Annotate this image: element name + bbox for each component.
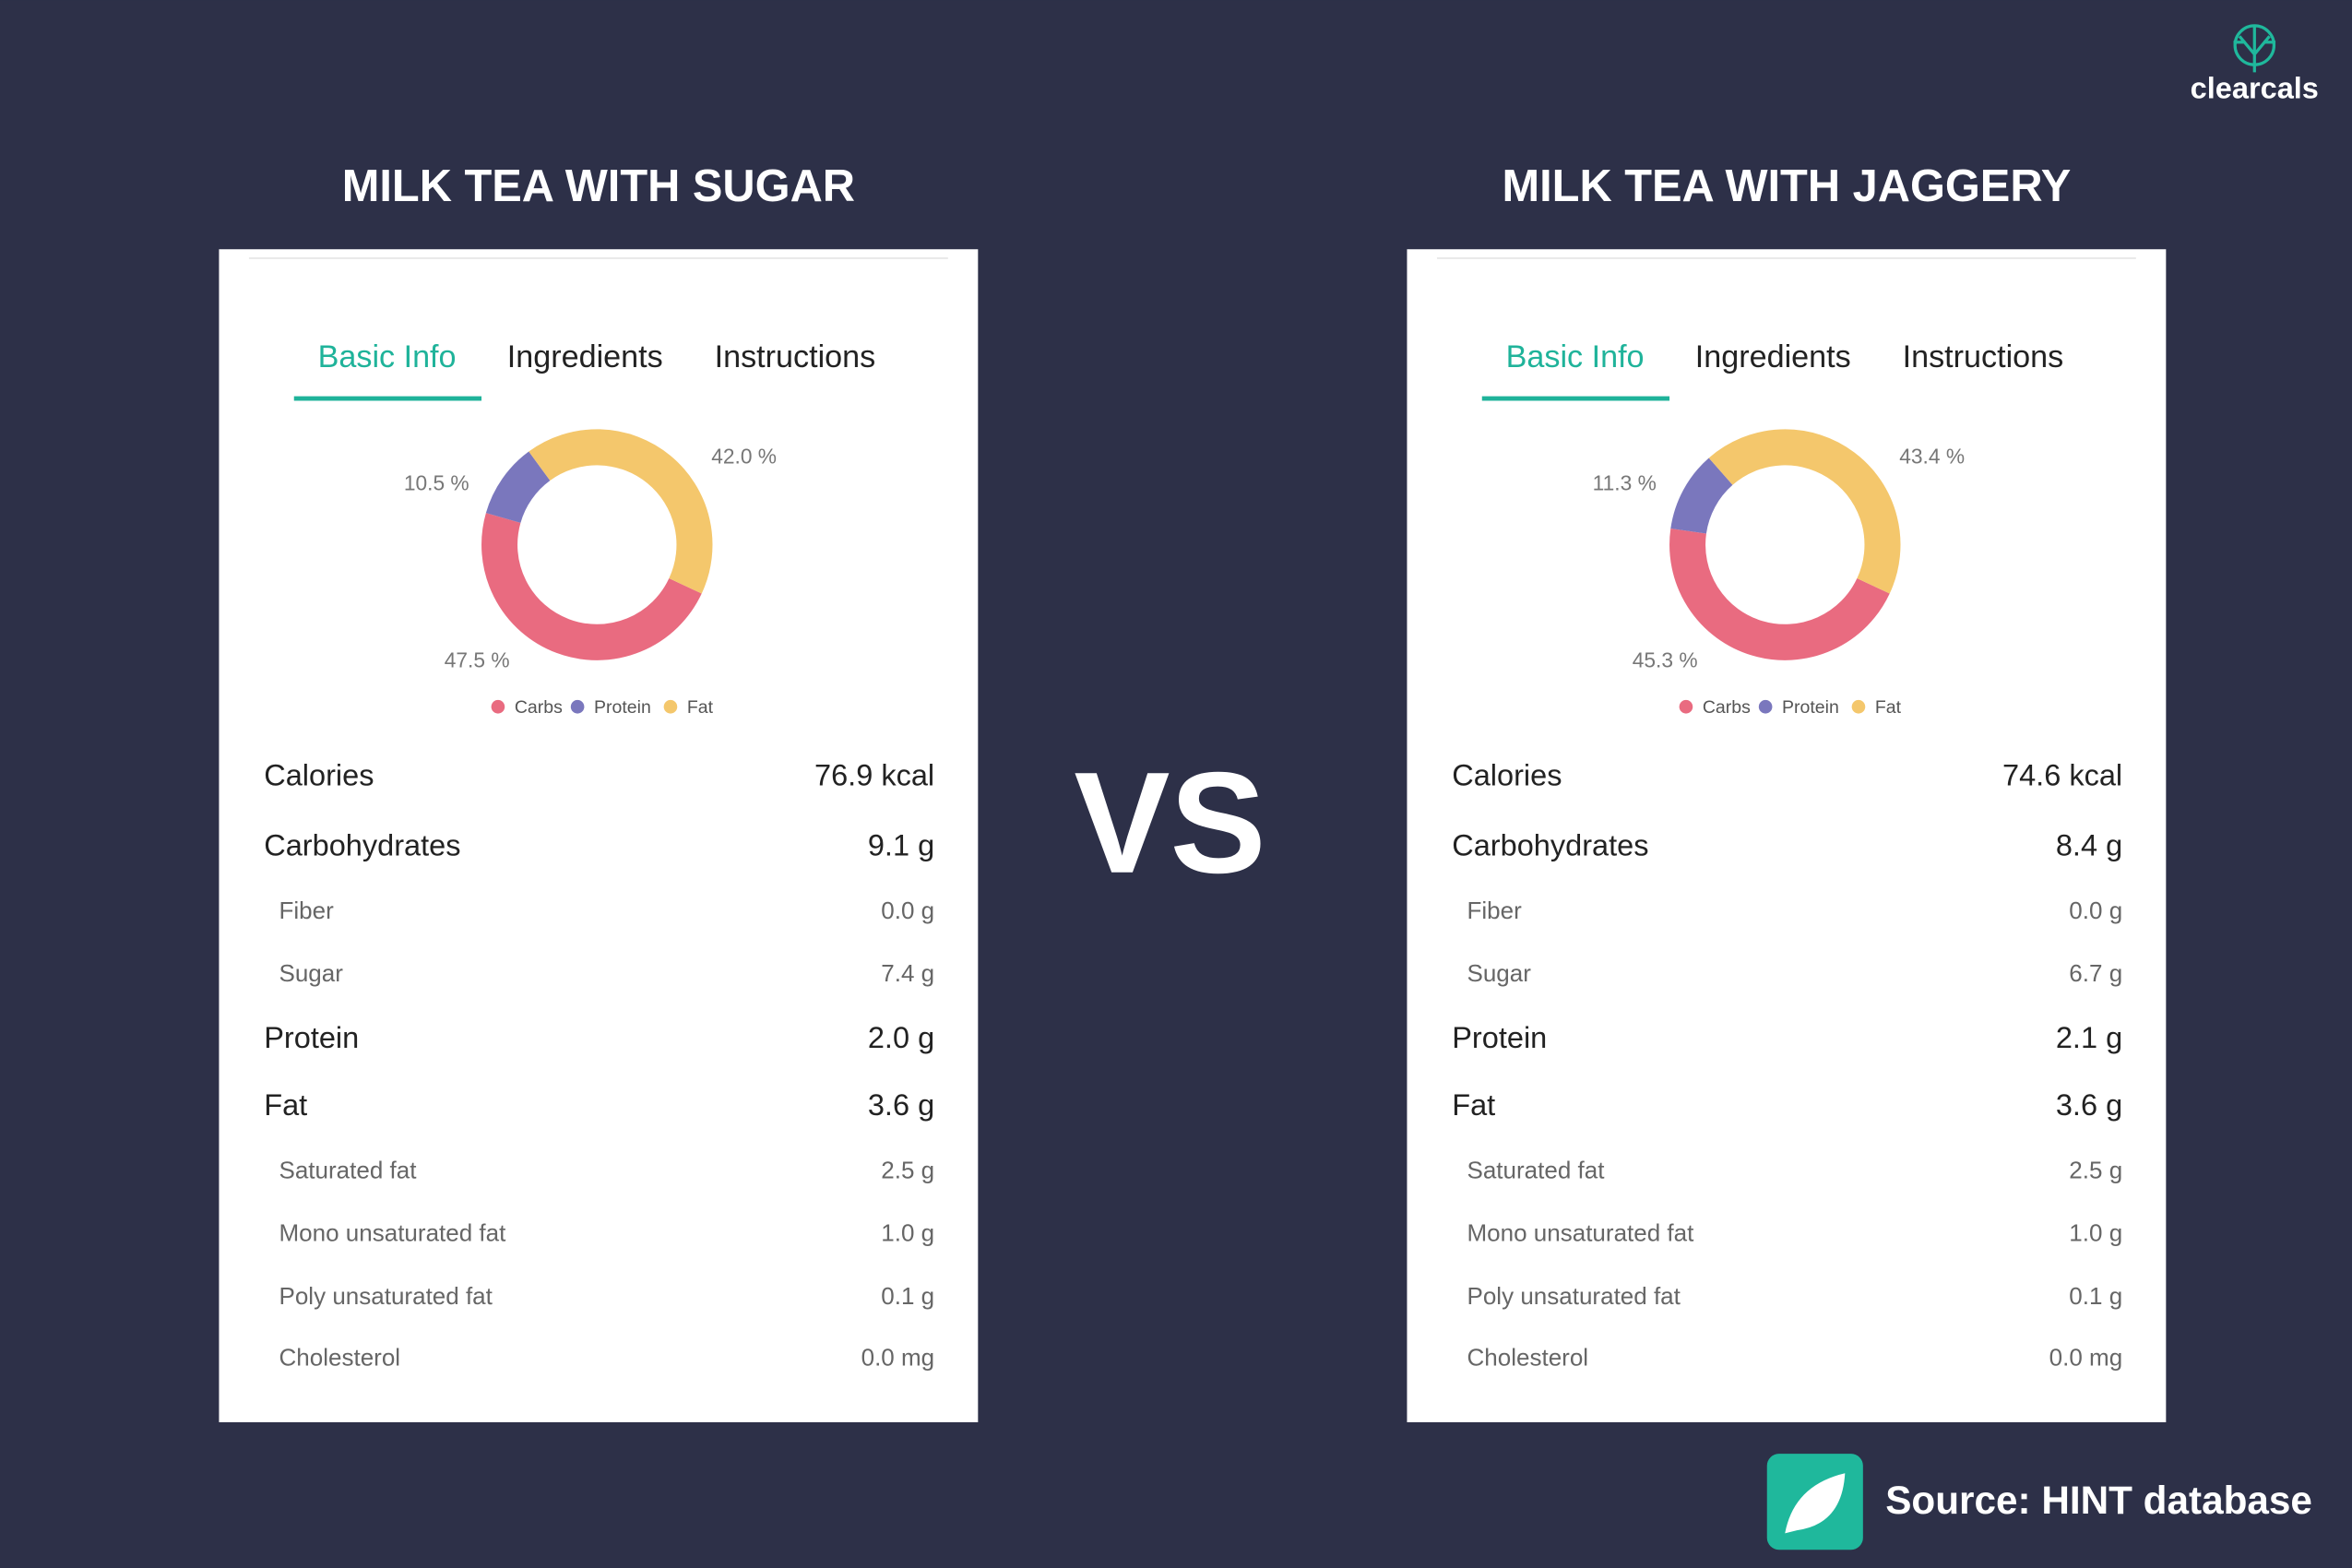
row-value: 2.0 g [868, 1021, 934, 1054]
tab[interactable]: Ingredients [1695, 339, 1851, 374]
legend-label: Carbs [1703, 697, 1751, 718]
sub-row-value: 1.0 g [2069, 1219, 2122, 1247]
sub-row-value: 0.0 mg [2049, 1344, 2123, 1372]
legend-swatch [570, 699, 585, 714]
segment-label: 47.5 % [445, 647, 510, 671]
row-value: 3.6 g [868, 1088, 934, 1122]
row-label: Fat [1452, 1088, 1495, 1122]
donut-segment [1669, 529, 1890, 660]
panel-title: MILK TEA WITH SUGAR [342, 161, 855, 211]
tab[interactable]: Basic Info [318, 339, 457, 374]
segment-label: 42.0 % [711, 444, 777, 468]
sub-row-value: 6.7 g [2069, 959, 2122, 987]
sub-row-label: Cholesterol [279, 1344, 400, 1372]
sub-row-value: 0.0 g [2069, 897, 2122, 924]
tab[interactable]: Instructions [715, 339, 876, 374]
sub-row-value: 0.1 g [2069, 1282, 2122, 1310]
row-label: Protein [1452, 1021, 1547, 1054]
panel: MILK TEA WITH SUGAR Basic Info Ingredients… [219, 161, 979, 1422]
legend-label: Protein [1782, 697, 1839, 718]
sub-row-label: Fiber [1467, 897, 1522, 924]
row-value: 74.6 kcal [2002, 758, 2122, 791]
donut-segment [481, 513, 702, 660]
donut-segment [529, 429, 713, 594]
row-label: Fat [264, 1088, 307, 1122]
sub-row-label: Mono unsaturated fat [1467, 1219, 1694, 1247]
sub-row-label: Mono unsaturated fat [279, 1219, 506, 1247]
row-label: Calories [264, 758, 374, 791]
sub-row-label: Poly unsaturated fat [279, 1282, 493, 1310]
sub-row-label: Cholesterol [1467, 1344, 1588, 1372]
sub-row-value: 0.0 mg [861, 1344, 935, 1372]
donut-segment [485, 451, 551, 524]
sub-row-value: 2.5 g [881, 1156, 934, 1183]
sub-row-value: 0.0 g [881, 897, 934, 924]
sub-row-label: Sugar [279, 959, 343, 987]
sub-row-value: 2.5 g [2069, 1156, 2122, 1183]
legend-label: Fat [1875, 697, 1902, 718]
sub-row-label: Saturated fat [1467, 1156, 1605, 1183]
tab-underline [293, 396, 482, 401]
segment-label: 11.3 % [1593, 471, 1657, 495]
legend-swatch [1679, 699, 1693, 714]
row-label: Calories [1452, 758, 1562, 791]
sub-row-value: 0.1 g [881, 1282, 934, 1310]
row-value: 9.1 g [868, 829, 934, 862]
legend-label: Fat [687, 697, 714, 718]
legend-swatch [1851, 699, 1866, 714]
row-value: 76.9 kcal [814, 758, 934, 791]
sub-row-label: Sugar [1467, 959, 1531, 987]
segment-label: 10.5 % [404, 471, 469, 495]
sub-row-label: Fiber [279, 897, 334, 924]
donut-segment [1670, 457, 1733, 535]
row-value: 2.1 g [2056, 1021, 2122, 1054]
logo-icon [2233, 24, 2276, 73]
row-value: 8.4 g [2056, 829, 2122, 862]
source: Source: HINT database [1766, 1454, 2312, 1550]
row-value: 3.6 g [2056, 1088, 2122, 1122]
row-label: Carbohydrates [1452, 829, 1648, 862]
legend-swatch [663, 699, 678, 714]
panel: MILK TEA WITH JAGGERY Basic Info Ingredien… [1407, 161, 2167, 1422]
sub-row-label: Poly unsaturated fat [1467, 1282, 1681, 1310]
vs-text: VS [1074, 743, 1265, 904]
legend-swatch [1758, 699, 1773, 714]
legend-label: Protein [594, 697, 651, 718]
segment-label: 43.4 % [1899, 444, 1965, 468]
sub-row-value: 7.4 g [881, 959, 934, 987]
tab[interactable]: Ingredients [507, 339, 663, 374]
row-label: Protein [264, 1021, 359, 1054]
row-label: Carbohydrates [264, 829, 460, 862]
tab[interactable]: Instructions [1903, 339, 2064, 374]
tab-underline [1481, 396, 1670, 401]
sub-row-label: Saturated fat [279, 1156, 417, 1183]
donut-segment [1708, 429, 1901, 594]
brand-name: clearcals [2191, 71, 2319, 104]
tab[interactable]: Basic Info [1506, 339, 1645, 374]
source-text: Source: HINT database [1885, 1479, 2312, 1522]
leaf-icon [1785, 1473, 1846, 1534]
legend-swatch [491, 699, 505, 714]
brand-logo: clearcals [2191, 24, 2319, 104]
legend-label: Carbs [515, 697, 563, 718]
sub-row-value: 1.0 g [881, 1219, 934, 1247]
segment-label: 45.3 % [1633, 647, 1698, 671]
panel-title: MILK TEA WITH JAGGERY [1502, 161, 2071, 211]
